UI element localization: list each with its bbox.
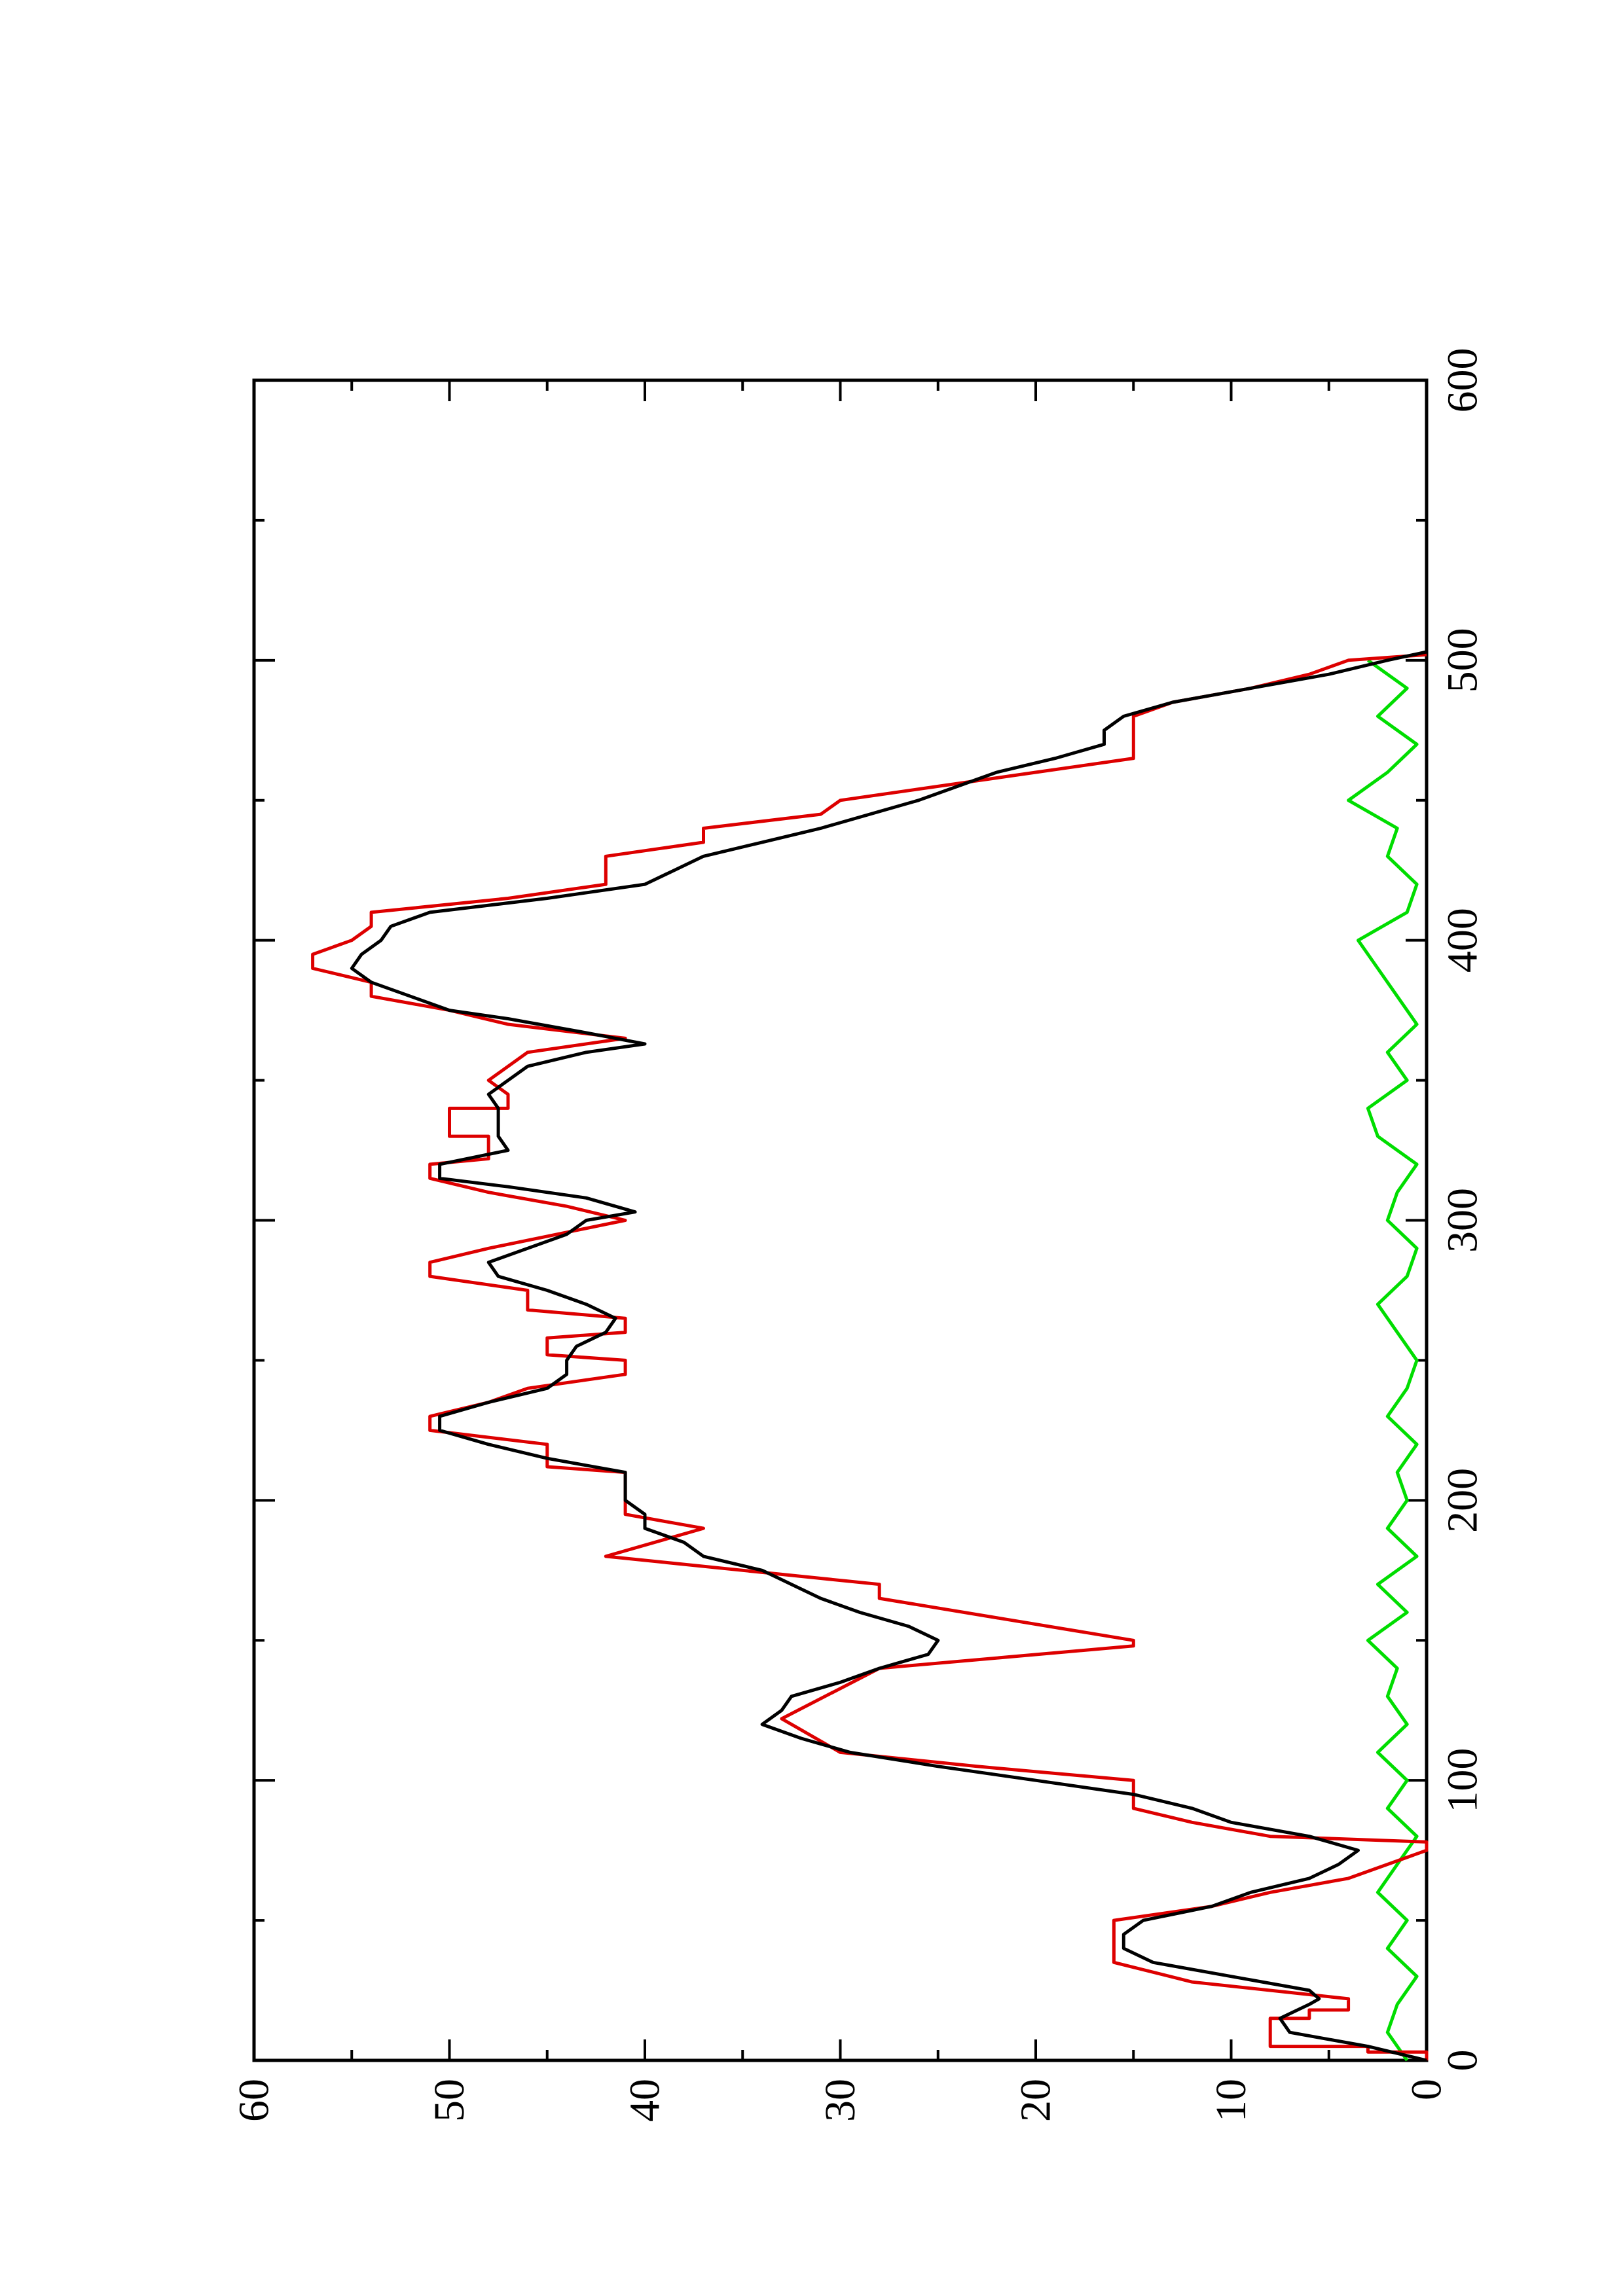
data-line: [350, 650, 1427, 2062]
plot-frame: [252, 378, 1429, 2062]
y-tick-label: 30: [816, 2079, 864, 2122]
y-tick-label: 0: [1403, 2079, 1451, 2100]
x-tick-label: 600: [1439, 348, 1487, 413]
y-tick-label: 50: [426, 2079, 473, 2122]
y-tick-label: 10: [1207, 2079, 1255, 2122]
data-line: [311, 653, 1429, 2060]
x-tick-label: 500: [1439, 628, 1487, 692]
y-tick-label: 20: [1012, 2079, 1060, 2122]
x-tick-label: 100: [1439, 1748, 1487, 1813]
x-tick-label: 400: [1439, 908, 1487, 973]
x-tick-label: 200: [1439, 1468, 1487, 1533]
x-tick-label: 300: [1439, 1188, 1487, 1253]
y-tick-label: 40: [621, 2079, 669, 2122]
y-tick-label: 60: [230, 2079, 278, 2122]
data-line: [1347, 658, 1419, 2062]
x-tick-label: 0: [1439, 2050, 1487, 2072]
